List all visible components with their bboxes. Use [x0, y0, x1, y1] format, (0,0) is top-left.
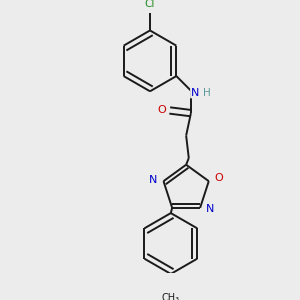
Text: Cl: Cl [145, 0, 155, 9]
Text: N: N [206, 204, 214, 214]
Text: H: H [203, 88, 211, 98]
Text: CH₃: CH₃ [162, 293, 180, 300]
Text: N: N [149, 175, 158, 185]
Text: O: O [214, 173, 223, 183]
Text: N: N [191, 88, 199, 98]
Text: O: O [158, 106, 166, 116]
